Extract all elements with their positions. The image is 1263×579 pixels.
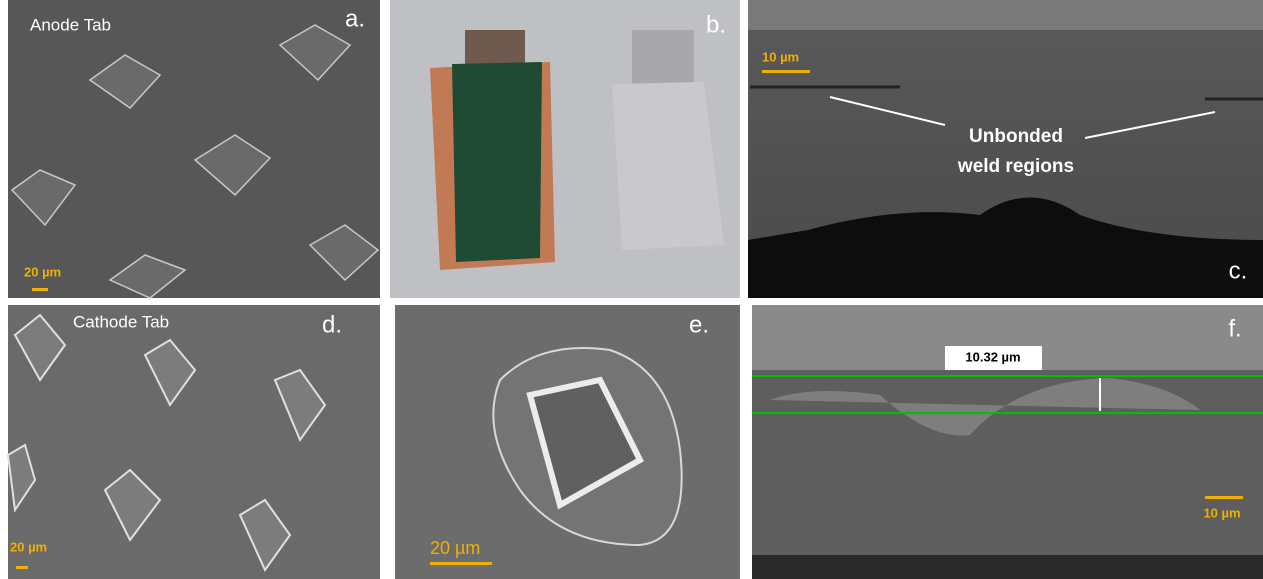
caption: Cathode Tab xyxy=(73,312,169,331)
caption: Anode Tab xyxy=(30,15,111,34)
panel-letter: a. xyxy=(345,5,365,32)
scale-bar xyxy=(16,566,28,569)
scale-bar xyxy=(762,70,810,73)
panel-f: 10.32 µm f. 10 µm xyxy=(752,305,1263,579)
measurement: 10.32 µm xyxy=(965,349,1020,364)
scale-label: 10 µm xyxy=(762,49,799,64)
panel-letter: d. xyxy=(322,311,342,338)
page: {"panels": [ {"letter": "a.", "caption":… xyxy=(0,0,1263,579)
panel-letter: b. xyxy=(706,11,726,38)
panel-c: 10 µm Unbonded weld regions c. xyxy=(748,0,1263,298)
scale-bar xyxy=(430,562,492,565)
scale-bar xyxy=(32,288,48,291)
panel-letter: e. xyxy=(689,311,709,338)
figure: Anode Tab a. 20 µm b. 10 µm Unbonded wel… xyxy=(0,0,1263,579)
scale-label: 20 µm xyxy=(24,264,61,279)
panel-letter: f. xyxy=(1228,315,1241,342)
scale-bar xyxy=(1205,496,1243,499)
panel-e: e. 20 µm xyxy=(395,305,740,579)
annotation: weld regions xyxy=(957,156,1074,177)
panel-letter: c. xyxy=(1229,257,1248,284)
scale-label: 10 µm xyxy=(1203,505,1240,520)
scale-label: 20 µm xyxy=(10,539,47,554)
annotation: Unbonded xyxy=(969,126,1063,147)
panel-d: Cathode Tab d. 20 µm xyxy=(8,305,380,579)
panel-b: b. xyxy=(390,0,740,298)
panel-a: Anode Tab a. 20 µm xyxy=(8,0,380,298)
scale-label: 20 µm xyxy=(430,538,480,558)
